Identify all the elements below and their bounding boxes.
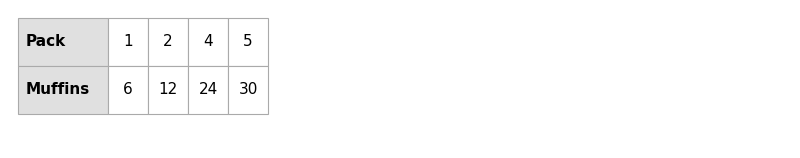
Bar bbox=[108, 66, 148, 114]
Bar bbox=[148, 66, 188, 114]
Bar bbox=[108, 18, 148, 66]
Bar bbox=[18, 66, 108, 114]
Text: 30: 30 bbox=[238, 82, 258, 97]
Bar bbox=[228, 66, 268, 114]
Text: 2: 2 bbox=[163, 34, 173, 49]
Text: 24: 24 bbox=[198, 82, 218, 97]
Text: 6: 6 bbox=[123, 82, 133, 97]
Bar bbox=[188, 66, 228, 114]
Bar bbox=[188, 18, 228, 66]
Bar bbox=[228, 18, 268, 66]
Text: Muffins: Muffins bbox=[26, 82, 90, 97]
Text: Pack: Pack bbox=[26, 34, 66, 49]
Text: 12: 12 bbox=[158, 82, 178, 97]
Bar bbox=[18, 18, 108, 66]
Text: 5: 5 bbox=[243, 34, 253, 49]
Text: 4: 4 bbox=[203, 34, 213, 49]
Text: 1: 1 bbox=[123, 34, 133, 49]
Bar bbox=[148, 18, 188, 66]
